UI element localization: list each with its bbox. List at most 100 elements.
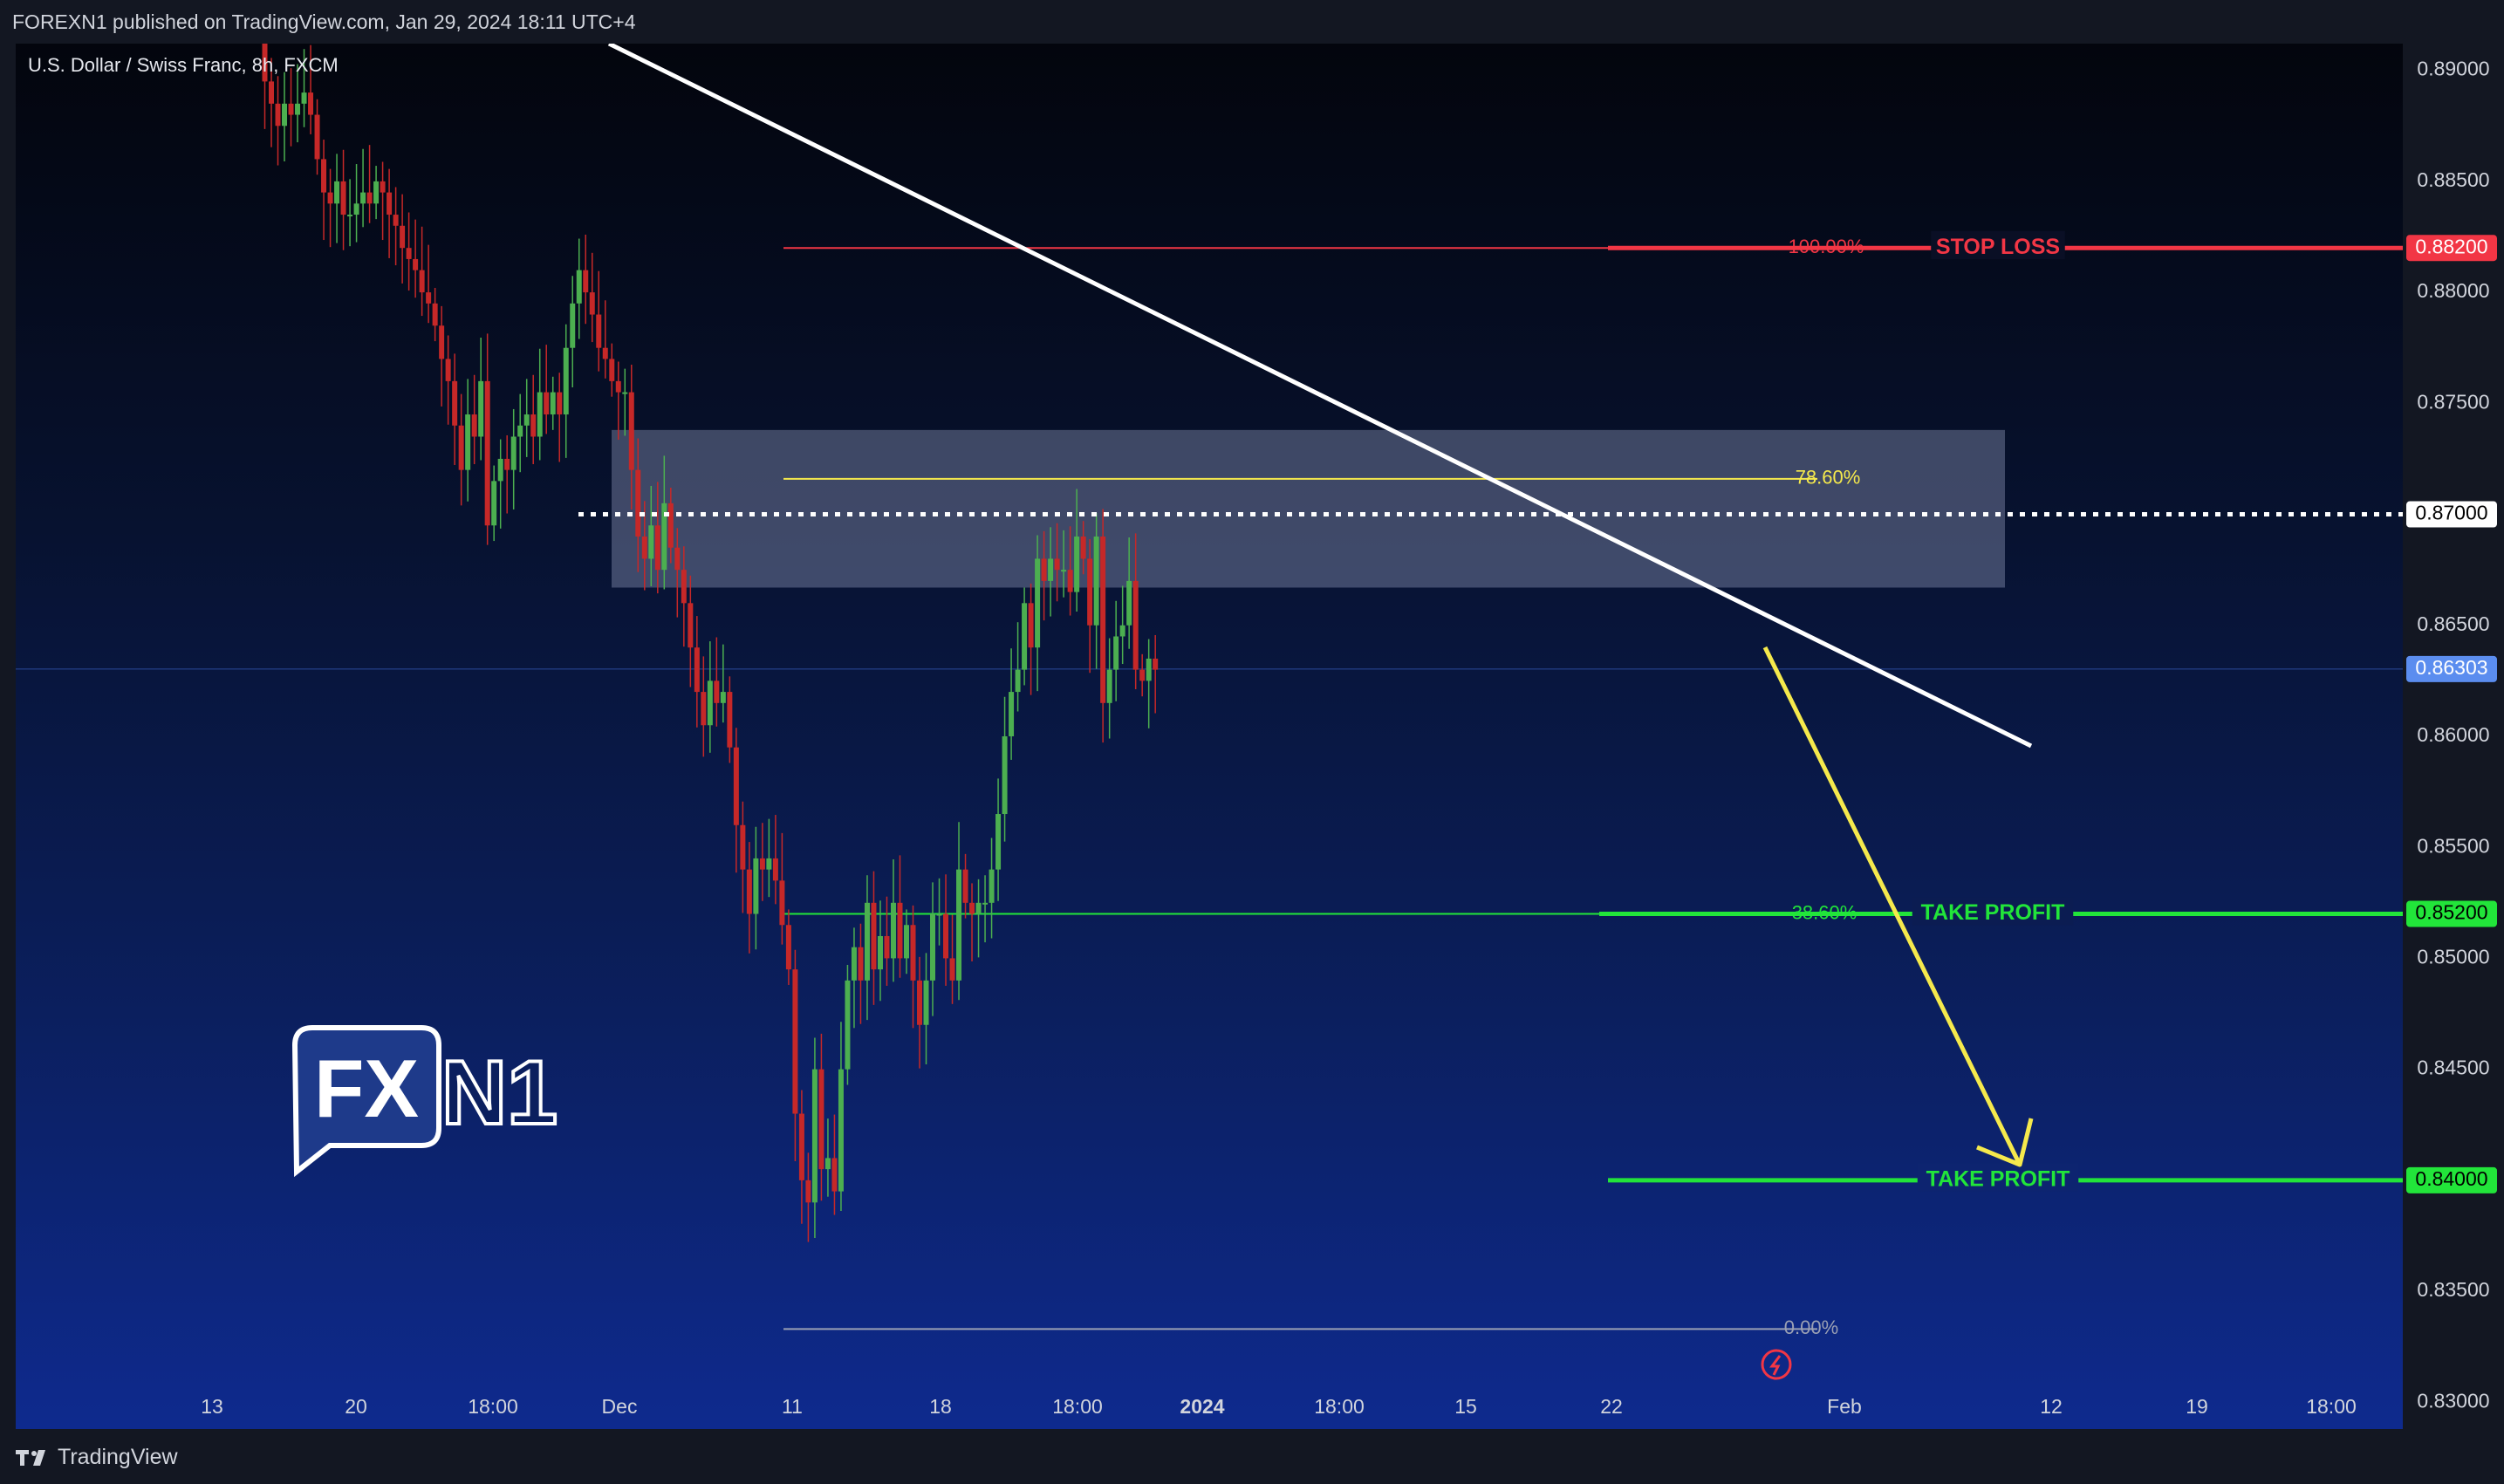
candle[interactable]: [517, 393, 523, 473]
candle[interactable]: [759, 823, 765, 901]
candle[interactable]: [1074, 489, 1080, 612]
candle[interactable]: [936, 878, 942, 946]
candle[interactable]: [491, 465, 497, 542]
candle[interactable]: [537, 348, 543, 461]
candle[interactable]: [969, 883, 975, 961]
candle[interactable]: [523, 379, 530, 457]
candle[interactable]: [798, 1090, 804, 1224]
candle[interactable]: [897, 855, 903, 978]
candle[interactable]: [845, 965, 851, 1085]
candle[interactable]: [661, 455, 667, 590]
candle[interactable]: [413, 219, 419, 298]
candle[interactable]: [772, 815, 778, 905]
candle[interactable]: [674, 528, 681, 618]
candle[interactable]: [1100, 509, 1106, 743]
candle[interactable]: [792, 949, 798, 1161]
candle[interactable]: [1080, 521, 1086, 575]
candle[interactable]: [295, 64, 301, 143]
candle[interactable]: [347, 179, 353, 247]
candle[interactable]: [1002, 696, 1008, 842]
candle[interactable]: [635, 438, 641, 572]
candle[interactable]: [353, 164, 359, 243]
candle[interactable]: [648, 485, 654, 586]
candle[interactable]: [497, 439, 503, 529]
candle[interactable]: [1106, 638, 1112, 739]
candle[interactable]: [831, 1114, 838, 1215]
candle[interactable]: [366, 145, 373, 223]
candle[interactable]: [753, 826, 759, 950]
candle[interactable]: [943, 874, 949, 986]
candle[interactable]: [602, 300, 608, 379]
candle[interactable]: [707, 641, 713, 753]
candle[interactable]: [262, 44, 268, 129]
candle[interactable]: [321, 140, 327, 241]
candle[interactable]: [609, 343, 615, 397]
candle[interactable]: [871, 871, 877, 1005]
candle[interactable]: [740, 801, 746, 913]
supply-zone-rect[interactable]: [612, 429, 2005, 588]
tradingview-brand[interactable]: TradingView: [16, 1445, 178, 1470]
candle[interactable]: [308, 44, 314, 134]
candle[interactable]: [439, 305, 445, 407]
candle[interactable]: [373, 166, 380, 220]
candle[interactable]: [1126, 537, 1132, 649]
candle[interactable]: [471, 374, 477, 465]
candle[interactable]: [949, 914, 955, 1004]
candle[interactable]: [733, 728, 739, 873]
candle[interactable]: [720, 644, 726, 723]
candle[interactable]: [989, 838, 995, 939]
candle[interactable]: [884, 896, 890, 986]
candle[interactable]: [583, 234, 589, 325]
candle[interactable]: [1028, 583, 1034, 695]
candle[interactable]: [1113, 600, 1119, 701]
candle[interactable]: [615, 361, 621, 441]
candle[interactable]: [550, 376, 556, 430]
candle[interactable]: [387, 168, 393, 258]
candle[interactable]: [701, 656, 707, 757]
candle[interactable]: [628, 365, 634, 509]
candle[interactable]: [805, 1152, 811, 1242]
candle[interactable]: [275, 76, 281, 166]
candle[interactable]: [557, 373, 563, 462]
candle[interactable]: [917, 956, 923, 1069]
candle[interactable]: [824, 1118, 831, 1197]
candle[interactable]: [1061, 530, 1067, 598]
candle[interactable]: [1132, 533, 1139, 690]
candle[interactable]: [818, 1033, 824, 1201]
replay-icon[interactable]: [1761, 1349, 1792, 1380]
candle[interactable]: [400, 194, 406, 284]
candle[interactable]: [746, 842, 752, 954]
candle[interactable]: [654, 482, 660, 594]
candle[interactable]: [890, 858, 896, 982]
candle[interactable]: [858, 923, 864, 1024]
candle[interactable]: [864, 875, 870, 1021]
candle[interactable]: [1035, 535, 1041, 692]
candle[interactable]: [314, 99, 320, 175]
candle[interactable]: [340, 149, 346, 250]
candle[interactable]: [1119, 585, 1125, 665]
candle[interactable]: [851, 927, 857, 1029]
candle[interactable]: [563, 324, 569, 458]
candle[interactable]: [766, 818, 772, 898]
candle[interactable]: [596, 270, 602, 372]
candle[interactable]: [419, 226, 425, 317]
candle[interactable]: [432, 288, 438, 342]
chart-pane[interactable]: 100.00% 78.60% 38.60% 0.00% STOP LOSS TAKE PR…: [16, 44, 2403, 1429]
candle[interactable]: [962, 853, 968, 919]
candle[interactable]: [995, 778, 1002, 901]
candle[interactable]: [1009, 648, 1015, 760]
candle[interactable]: [327, 168, 333, 248]
candle[interactable]: [452, 353, 458, 466]
candle[interactable]: [714, 637, 720, 727]
candle[interactable]: [1067, 526, 1073, 616]
candle[interactable]: [393, 187, 399, 266]
candle[interactable]: [903, 909, 909, 975]
candle[interactable]: [465, 379, 471, 502]
candle[interactable]: [1048, 527, 1054, 617]
candle[interactable]: [785, 909, 791, 985]
candle[interactable]: [510, 408, 517, 509]
candle[interactable]: [1146, 639, 1152, 728]
candle[interactable]: [406, 212, 412, 291]
candle[interactable]: [1022, 587, 1028, 686]
candle[interactable]: [478, 338, 484, 461]
